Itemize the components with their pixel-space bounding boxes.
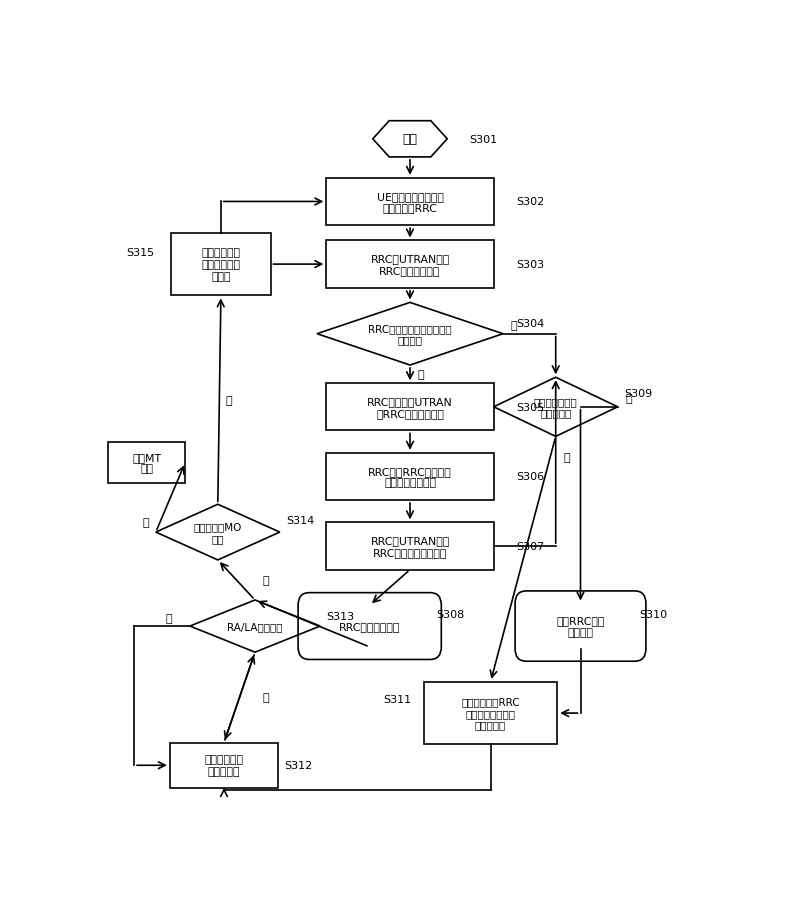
Text: S303: S303 (517, 260, 545, 270)
Text: S309: S309 (624, 388, 652, 398)
Text: S302: S302 (517, 197, 545, 207)
Text: 开始: 开始 (402, 133, 418, 146)
Text: S308: S308 (436, 609, 465, 619)
Text: RA/LA发生变化: RA/LA发生变化 (227, 621, 282, 631)
Text: 否: 否 (226, 396, 232, 405)
Text: 否: 否 (418, 369, 424, 379)
Text: 否: 否 (165, 613, 172, 623)
Text: RRC判断是否发生测量触发
小区重选: RRC判断是否发生测量触发 小区重选 (368, 323, 452, 345)
Text: 非接入层使用
特殊业务的建
链原因: 非接入层使用 特殊业务的建 链原因 (202, 248, 240, 282)
Text: 上报小区信息
给非接入层: 上报小区信息 给非接入层 (205, 755, 243, 777)
Text: S305: S305 (517, 403, 545, 413)
Text: S312: S312 (285, 760, 313, 770)
Text: RRC给UTRAN发送
RRC连接建立完成消息: RRC给UTRAN发送 RRC连接建立完成消息 (370, 535, 450, 557)
Text: S304: S304 (517, 319, 545, 329)
Text: S310: S310 (640, 609, 668, 619)
Text: 是: 是 (143, 517, 150, 527)
Text: 是: 是 (510, 321, 517, 331)
Text: S314: S314 (286, 515, 314, 525)
Text: 是: 是 (625, 394, 632, 404)
Text: 是: 是 (262, 575, 269, 585)
Text: 判断计数器是否
超过门限值: 判断计数器是否 超过门限值 (534, 396, 578, 418)
Text: 缓存业务为MO
业务: 缓存业务为MO 业务 (194, 522, 242, 544)
Text: S307: S307 (517, 542, 545, 552)
Text: 是: 是 (262, 693, 269, 703)
Text: 拒绝MT
业务: 拒绝MT 业务 (132, 452, 161, 474)
Text: S313: S313 (326, 611, 354, 621)
Text: S301: S301 (469, 135, 497, 144)
Text: S311: S311 (384, 694, 412, 704)
Text: 否: 否 (563, 452, 570, 462)
Text: RRC收到来自UTRAN
的RRC连接建立消息: RRC收到来自UTRAN 的RRC连接建立消息 (367, 396, 453, 418)
Text: RRC给UTRAN发送
RRC连接请求消息: RRC给UTRAN发送 RRC连接请求消息 (370, 254, 450, 275)
Text: 终止RRC连接
建立流程: 终止RRC连接 建立流程 (556, 616, 605, 638)
Text: UE上层下发连接建立
请求消息给RRC: UE上层下发连接建立 请求消息给RRC (377, 191, 443, 213)
Text: S306: S306 (517, 472, 545, 482)
Text: RRC根据RRC连接建立
消息配置相关资源: RRC根据RRC连接建立 消息配置相关资源 (368, 466, 452, 488)
Text: 通知非接入层RRC
连接建立过程中发
生小区重选: 通知非接入层RRC 连接建立过程中发 生小区重选 (462, 697, 520, 730)
Text: S315: S315 (126, 247, 154, 257)
Text: RRC连接建立成功: RRC连接建立成功 (339, 621, 400, 631)
